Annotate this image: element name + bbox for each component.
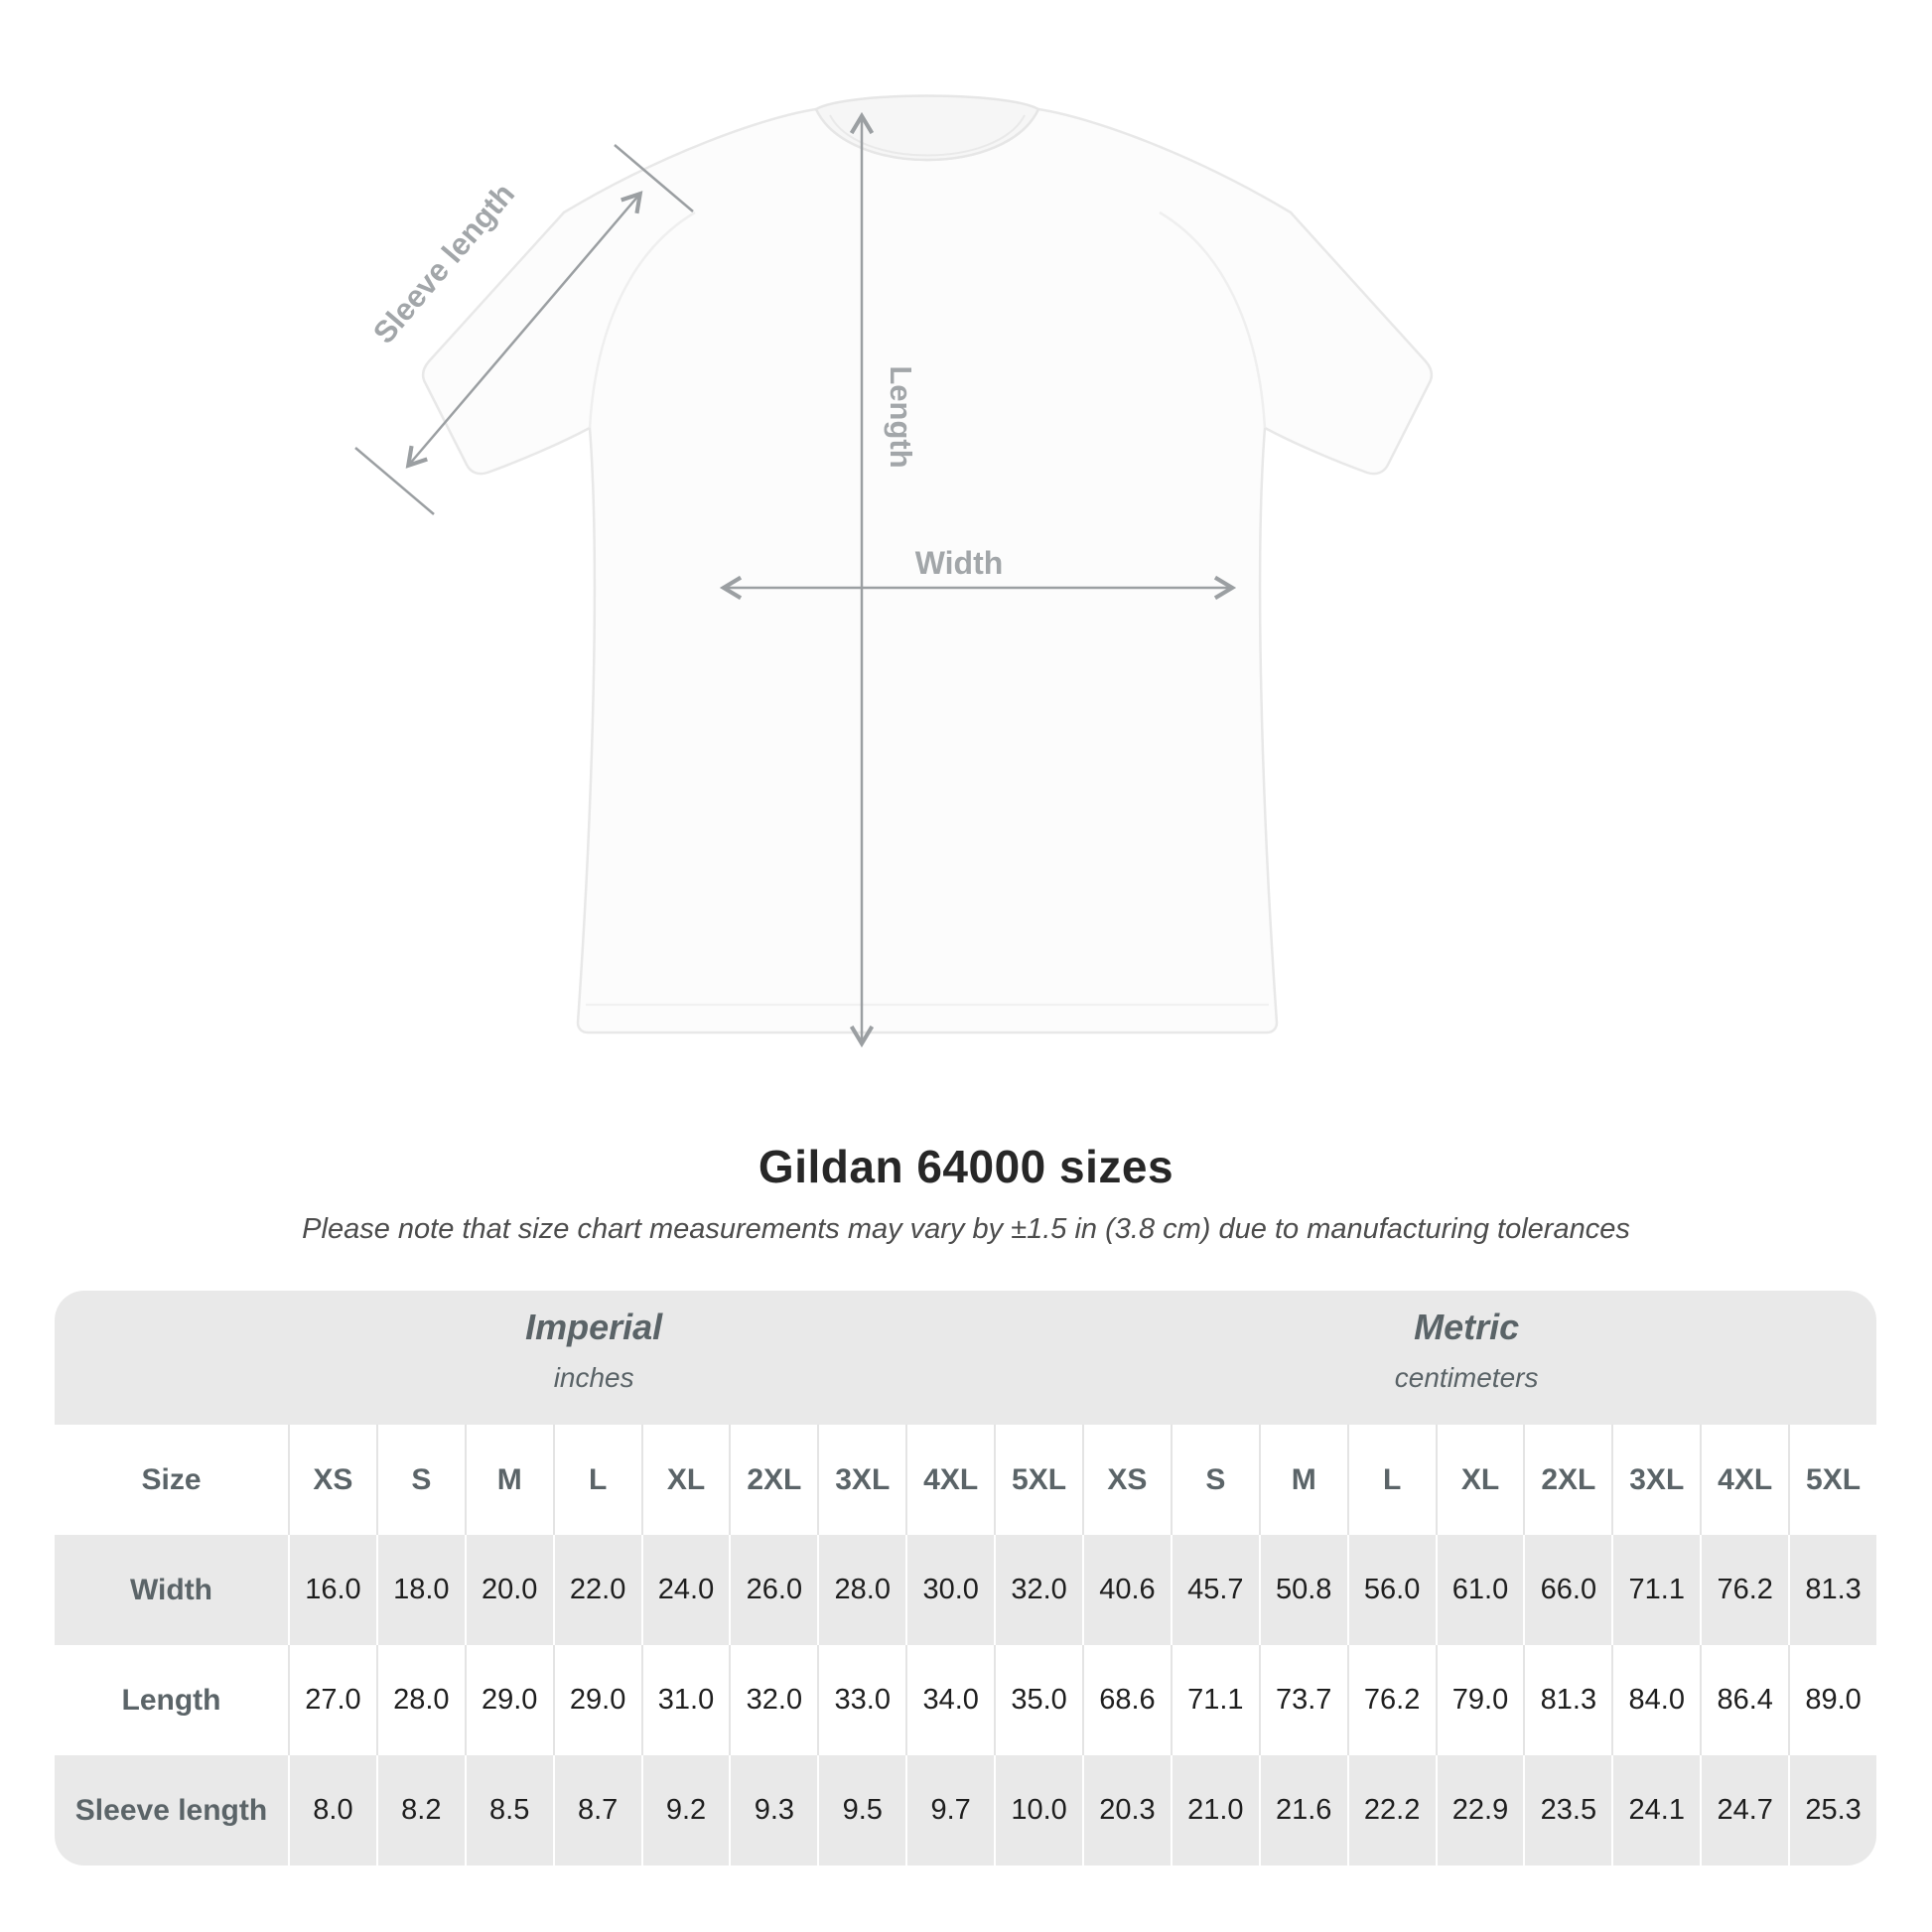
table-row-length: Length 27.0 28.0 29.0 29.0 31.0 32.0 33.… — [55, 1645, 1876, 1755]
value-cell: 9.5 — [817, 1755, 905, 1865]
table-row-width: Width 16.0 18.0 20.0 22.0 24.0 26.0 28.0… — [55, 1535, 1876, 1645]
sleeve-arrow-cap-top — [614, 144, 694, 212]
page-title: Gildan 64000 sizes — [758, 1141, 1174, 1192]
value-cell: 71.1 — [1170, 1645, 1259, 1755]
value-cell: 21.0 — [1170, 1755, 1259, 1865]
size-col-header: 2XL — [1523, 1425, 1611, 1535]
size-col-header: M — [1258, 1425, 1347, 1535]
value-cell: 22.2 — [1346, 1755, 1436, 1865]
value-cell: 81.3 — [1523, 1645, 1611, 1755]
size-col-header: XS — [288, 1425, 376, 1535]
value-cell: 23.5 — [1523, 1755, 1611, 1865]
size-col-header: 4XL — [1700, 1425, 1788, 1535]
value-cell: 28.0 — [375, 1645, 465, 1755]
value-cell: 21.6 — [1258, 1755, 1347, 1865]
value-cell: 32.0 — [729, 1645, 817, 1755]
sleeve-length-arrow — [354, 144, 694, 515]
value-cell: 29.0 — [552, 1645, 641, 1755]
value-cell: 20.0 — [464, 1535, 553, 1645]
size-col-header: L — [552, 1425, 641, 1535]
table-row-sizes: Size XS S M L XL 2XL 3XL 4XL 5XL XS S M … — [55, 1425, 1876, 1535]
value-cell: 9.2 — [640, 1755, 730, 1865]
value-cell: 18.0 — [375, 1535, 465, 1645]
value-cell: 26.0 — [729, 1535, 817, 1645]
value-cell: 45.7 — [1170, 1535, 1259, 1645]
row-label: Width — [129, 1573, 213, 1606]
size-col-header: XS — [1081, 1425, 1171, 1535]
size-col-header: S — [1170, 1425, 1259, 1535]
value-cell: 24.7 — [1700, 1755, 1788, 1865]
size-col-header: 3XL — [1611, 1425, 1700, 1535]
value-cell: 22.9 — [1435, 1755, 1524, 1865]
value-cell: 28.0 — [817, 1535, 905, 1645]
value-cell: 24.1 — [1611, 1755, 1700, 1865]
unit-group-imperial: Imperial inches — [525, 1307, 662, 1394]
value-cell: 79.0 — [1435, 1645, 1524, 1755]
width-label: Width — [915, 545, 1004, 581]
value-cell: 81.3 — [1788, 1535, 1876, 1645]
value-cell: 76.2 — [1346, 1645, 1436, 1755]
size-col-header: 2XL — [729, 1425, 817, 1535]
size-col-header: M — [464, 1425, 553, 1535]
value-cell: 76.2 — [1700, 1535, 1788, 1645]
value-cell: 71.1 — [1611, 1535, 1700, 1645]
value-cell: 9.7 — [905, 1755, 994, 1865]
value-cell: 31.0 — [640, 1645, 730, 1755]
size-col-header: L — [1346, 1425, 1436, 1535]
metric-unit: centimeters — [1394, 1362, 1539, 1393]
metric-label: Metric — [1414, 1307, 1520, 1347]
value-cell: 56.0 — [1346, 1535, 1436, 1645]
value-cell: 34.0 — [905, 1645, 994, 1755]
size-col-header: 3XL — [817, 1425, 905, 1535]
size-col-header: XL — [1435, 1425, 1524, 1535]
imperial-unit: inches — [553, 1362, 634, 1393]
tshirt-svg: Sleeve length Length Width — [354, 94, 1434, 1048]
size-col-header: 4XL — [905, 1425, 994, 1535]
size-col-header: 5XL — [994, 1425, 1082, 1535]
tolerance-note: Please note that size chart measurements… — [302, 1213, 1630, 1245]
value-cell: 73.7 — [1258, 1645, 1347, 1755]
value-cell: 22.0 — [552, 1535, 641, 1645]
value-cell: 10.0 — [994, 1755, 1082, 1865]
size-header-cell: Size — [141, 1462, 202, 1496]
value-cell: 35.0 — [994, 1645, 1082, 1755]
value-cell: 8.7 — [552, 1755, 641, 1865]
sleeve-arrow-cap-bottom — [354, 447, 435, 515]
value-cell: 66.0 — [1523, 1535, 1611, 1645]
value-cell: 9.3 — [729, 1755, 817, 1865]
value-cell: 40.6 — [1081, 1535, 1171, 1645]
table-row-sleeve-length: Sleeve length 8.0 8.2 8.5 8.7 9.2 9.3 9.… — [55, 1755, 1876, 1865]
value-cell: 86.4 — [1700, 1645, 1788, 1755]
size-table: Imperial inches Metric centimeters Size … — [55, 1291, 1876, 1865]
value-cell: 8.5 — [464, 1755, 553, 1865]
size-col-header: S — [375, 1425, 465, 1535]
collar-stitch — [829, 114, 1026, 157]
value-cell: 30.0 — [905, 1535, 994, 1645]
value-cell: 50.8 — [1258, 1535, 1347, 1645]
value-cell: 29.0 — [464, 1645, 553, 1755]
value-cell: 84.0 — [1611, 1645, 1700, 1755]
value-cell: 68.6 — [1081, 1645, 1171, 1755]
size-col-header: 5XL — [1788, 1425, 1876, 1535]
value-cell: 24.0 — [640, 1535, 730, 1645]
value-cell: 32.0 — [994, 1535, 1082, 1645]
imperial-label: Imperial — [525, 1307, 663, 1347]
value-cell: 16.0 — [288, 1535, 376, 1645]
tshirt-measurement-diagram: Sleeve length Length Width — [354, 94, 1434, 1048]
value-cell: 8.0 — [288, 1755, 376, 1865]
value-cell: 8.2 — [375, 1755, 465, 1865]
size-col-header: XL — [640, 1425, 730, 1535]
value-cell: 89.0 — [1788, 1645, 1876, 1755]
value-cell: 20.3 — [1081, 1755, 1171, 1865]
row-label: Sleeve length — [74, 1793, 268, 1827]
value-cell: 61.0 — [1435, 1535, 1524, 1645]
length-label: Length — [884, 365, 918, 468]
value-cell: 33.0 — [817, 1645, 905, 1755]
row-label: Length — [121, 1683, 221, 1717]
value-cell: 27.0 — [288, 1645, 376, 1755]
value-cell: 25.3 — [1788, 1755, 1876, 1865]
unit-header-band: Imperial inches Metric centimeters — [55, 1291, 1876, 1425]
unit-group-metric: Metric centimeters — [1395, 1307, 1539, 1394]
